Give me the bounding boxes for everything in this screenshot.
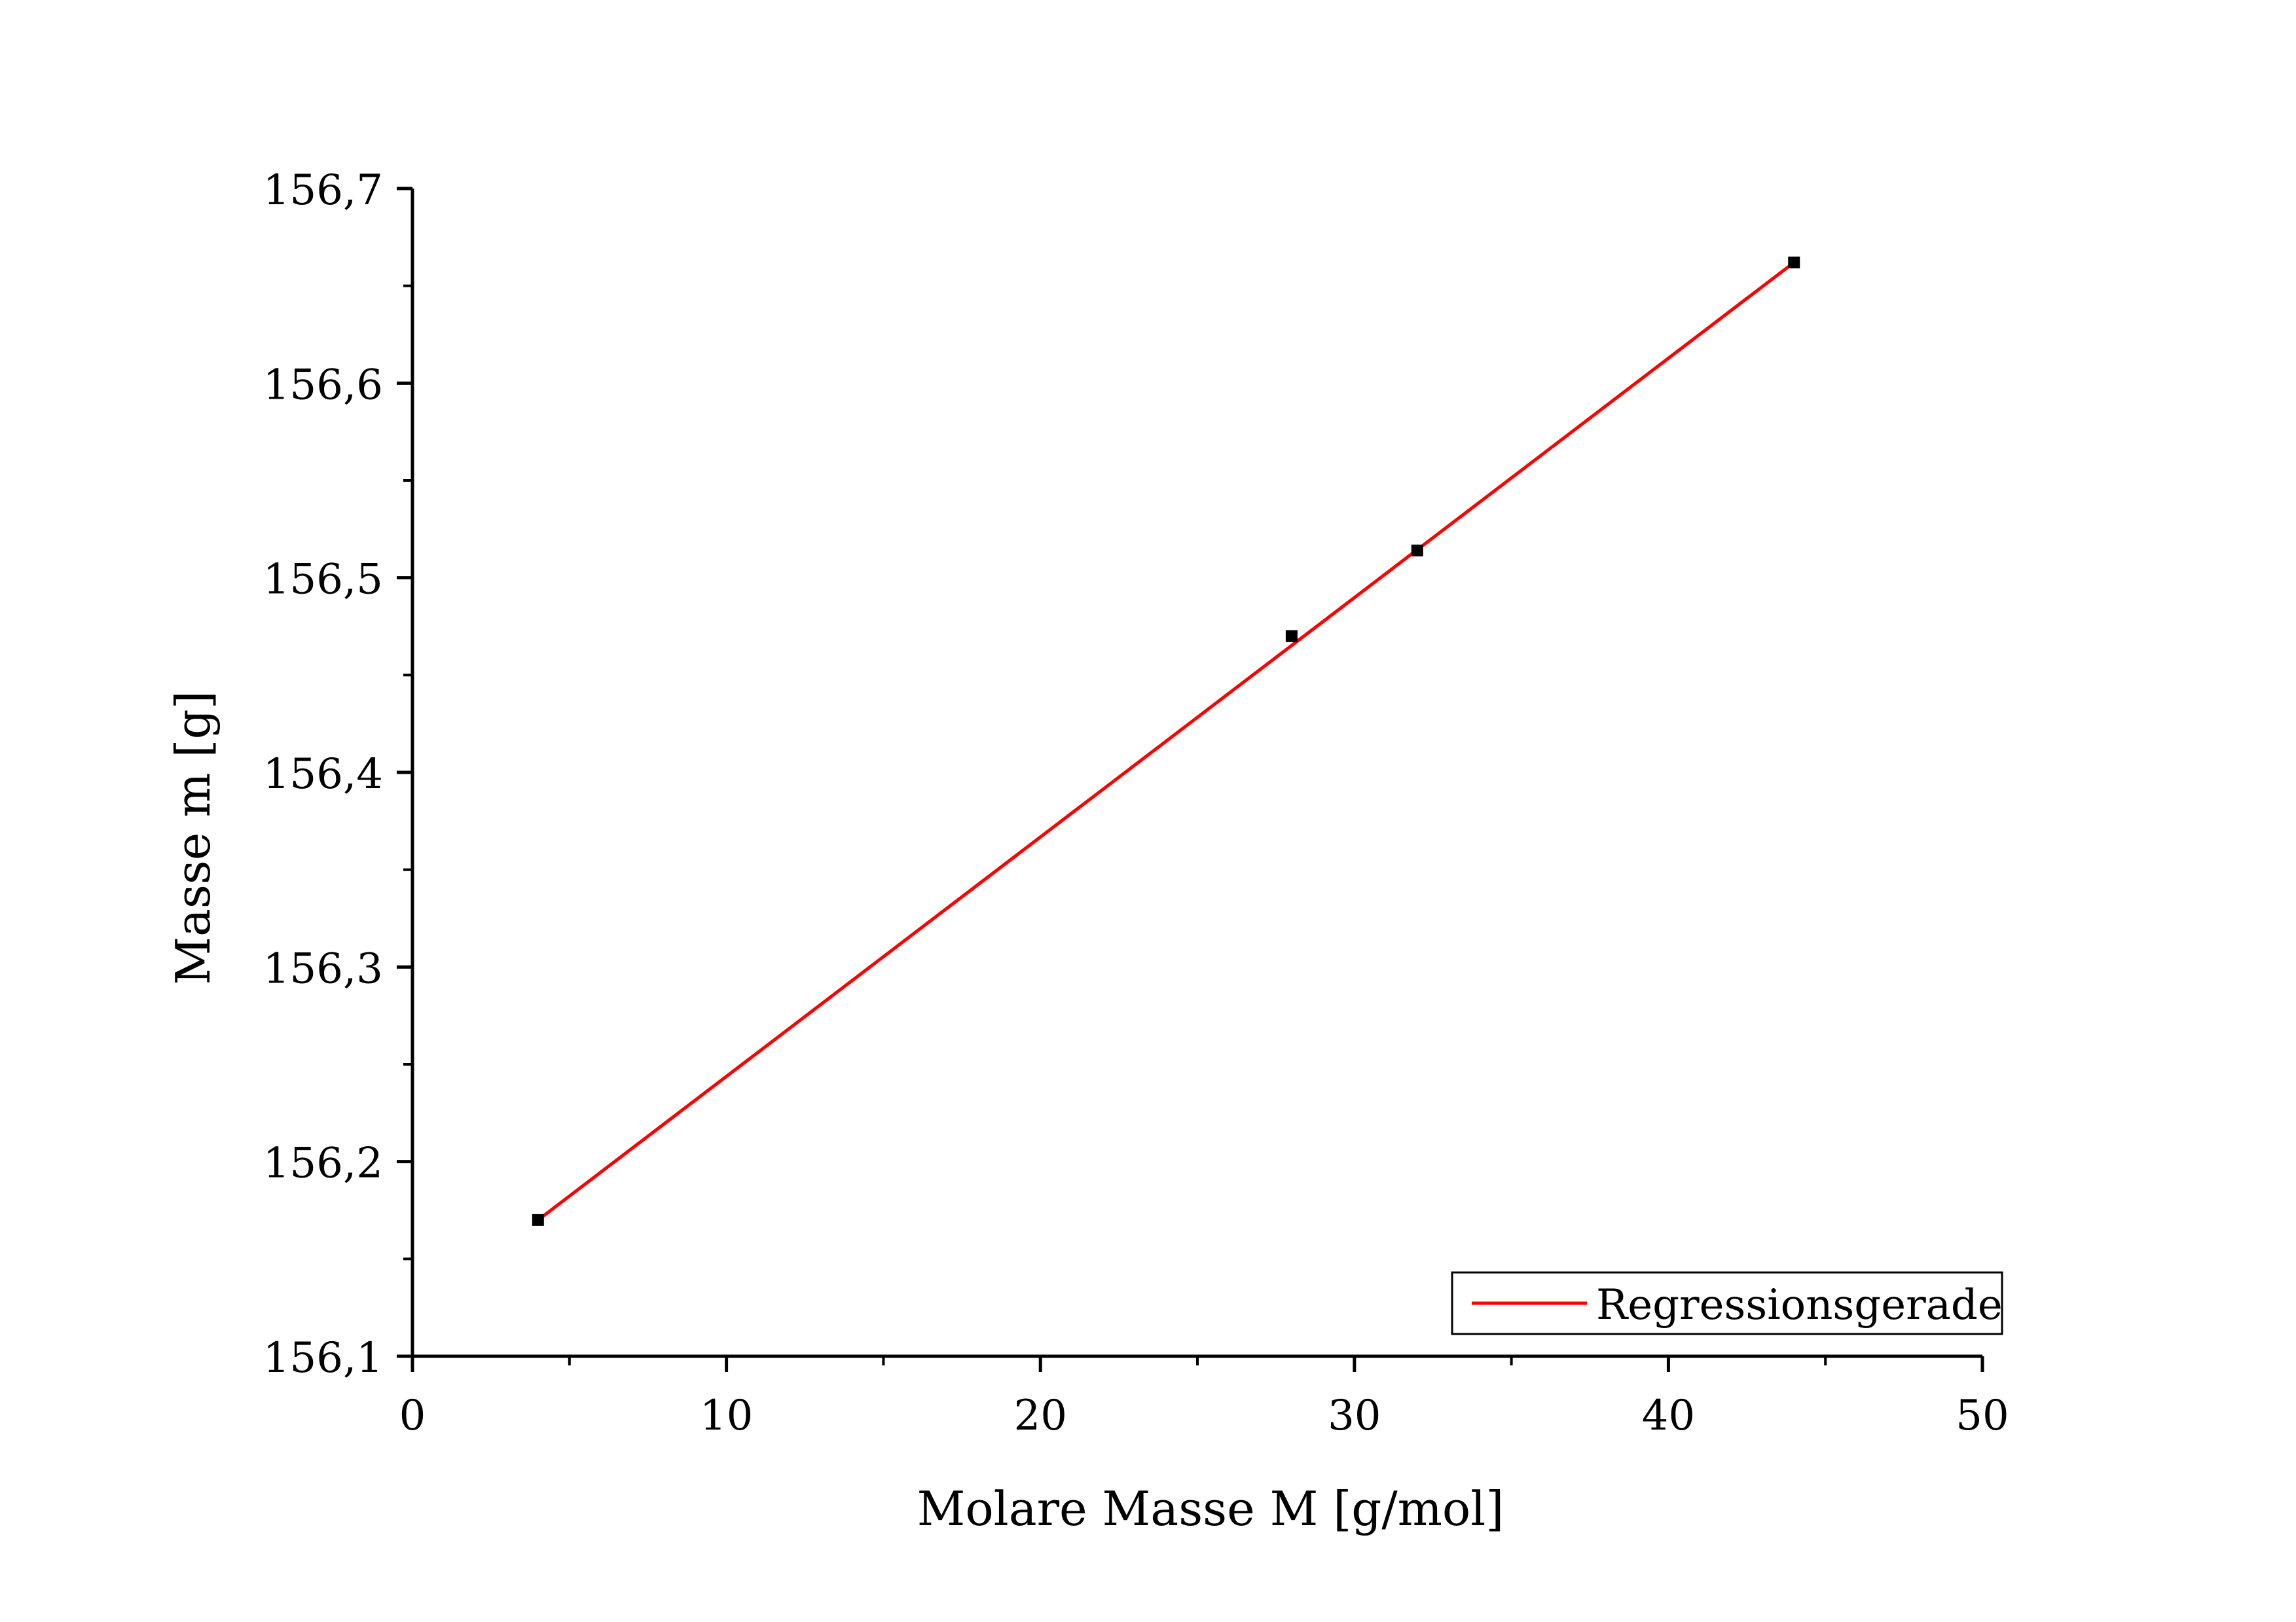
data-point-marker: [1411, 545, 1423, 557]
legend-label-regression: Regressionsgerade: [1596, 1281, 2003, 1329]
x-tick-label: 20: [1013, 1392, 1066, 1440]
data-point-marker: [532, 1214, 544, 1226]
y-tick-label: 156,5: [263, 556, 383, 604]
data-point-marker: [1788, 256, 1800, 268]
y-tick-label: 156,4: [263, 750, 383, 799]
series-layer: [532, 256, 1800, 1226]
legend: Regressionsgerade: [1451, 1271, 2003, 1335]
x-tick-label: 50: [1956, 1392, 2009, 1440]
y-axis-ticks: 156,1 156,2 156,3 156,4 156,5 156,6 156,7: [263, 166, 412, 1382]
regression-line: [537, 261, 1795, 1221]
x-tick-label: 40: [1642, 1392, 1695, 1440]
y-tick-label: 156,7: [263, 166, 383, 215]
data-point-marker: [1285, 630, 1298, 642]
x-axis-ticks: 0 10 20 30 40 50: [399, 1356, 2009, 1440]
x-axis-label: Molare Masse M [g/mol]: [917, 1481, 1504, 1536]
y-tick-label: 156,2: [263, 1140, 383, 1188]
y-tick-label: 156,6: [263, 361, 383, 409]
x-tick-label: 10: [700, 1392, 753, 1440]
plot-area: 156,1 156,2 156,3 156,4 156,5 156,6 156,7 0 10 2…: [263, 166, 2009, 1440]
x-tick-label: 30: [1328, 1392, 1381, 1440]
y-axis-label: Masse m [g]: [166, 691, 221, 984]
x-tick-label: 0: [399, 1392, 426, 1440]
y-tick-label: 156,1: [263, 1334, 383, 1382]
y-tick-label: 156,3: [263, 945, 383, 993]
